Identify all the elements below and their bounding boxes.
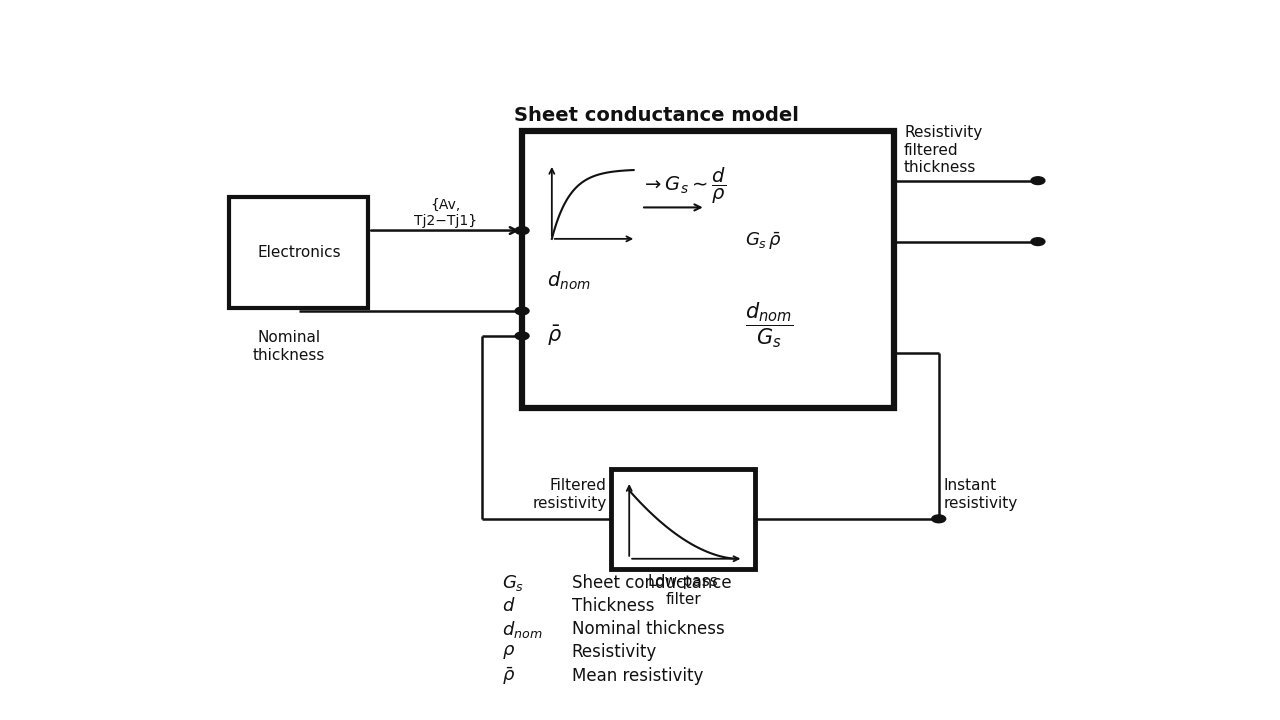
Text: $\rightarrow G_s \sim \dfrac{d}{\rho}$: $\rightarrow G_s \sim \dfrac{d}{\rho}$ xyxy=(641,166,726,206)
Text: {Av,
Tj2−Tj1}: {Av, Tj2−Tj1} xyxy=(413,197,476,228)
Text: Resistivity
filtered
thickness: Resistivity filtered thickness xyxy=(904,125,982,175)
Text: $d_{nom}$: $d_{nom}$ xyxy=(502,618,543,639)
Text: $d_{nom}$: $d_{nom}$ xyxy=(547,269,590,292)
Circle shape xyxy=(515,307,529,315)
Text: $d$: $d$ xyxy=(502,597,516,615)
Text: Resistivity: Resistivity xyxy=(572,644,657,662)
Text: $\bar{\rho}$: $\bar{\rho}$ xyxy=(502,665,516,687)
Text: Instant
resistivity: Instant resistivity xyxy=(943,478,1018,510)
Text: Thickness: Thickness xyxy=(572,597,654,615)
Text: $G_s\,\bar{\rho}$: $G_s\,\bar{\rho}$ xyxy=(745,231,782,253)
FancyBboxPatch shape xyxy=(522,131,895,408)
FancyBboxPatch shape xyxy=(229,197,369,308)
FancyBboxPatch shape xyxy=(612,469,755,569)
Text: Mean resistivity: Mean resistivity xyxy=(572,667,703,685)
Circle shape xyxy=(1030,238,1044,246)
Circle shape xyxy=(515,227,529,235)
Text: $\rho$: $\rho$ xyxy=(502,644,516,662)
Text: Electronics: Electronics xyxy=(257,246,340,260)
Text: $\bar{\rho}$: $\bar{\rho}$ xyxy=(547,324,562,348)
Text: Filtered
resistivity: Filtered resistivity xyxy=(532,478,607,510)
Circle shape xyxy=(932,515,946,523)
Circle shape xyxy=(1030,177,1044,184)
Text: Sheet conductance: Sheet conductance xyxy=(572,574,731,592)
Text: $\dfrac{d_{nom}}{G_s}$: $\dfrac{d_{nom}}{G_s}$ xyxy=(745,300,794,350)
Text: Nominal
thickness: Nominal thickness xyxy=(252,330,325,363)
Text: Low-pass
filter: Low-pass filter xyxy=(648,575,718,607)
Text: $G_s$: $G_s$ xyxy=(502,572,525,593)
Text: Nominal thickness: Nominal thickness xyxy=(572,620,724,638)
Circle shape xyxy=(515,332,529,340)
Text: Sheet conductance model: Sheet conductance model xyxy=(513,106,799,125)
